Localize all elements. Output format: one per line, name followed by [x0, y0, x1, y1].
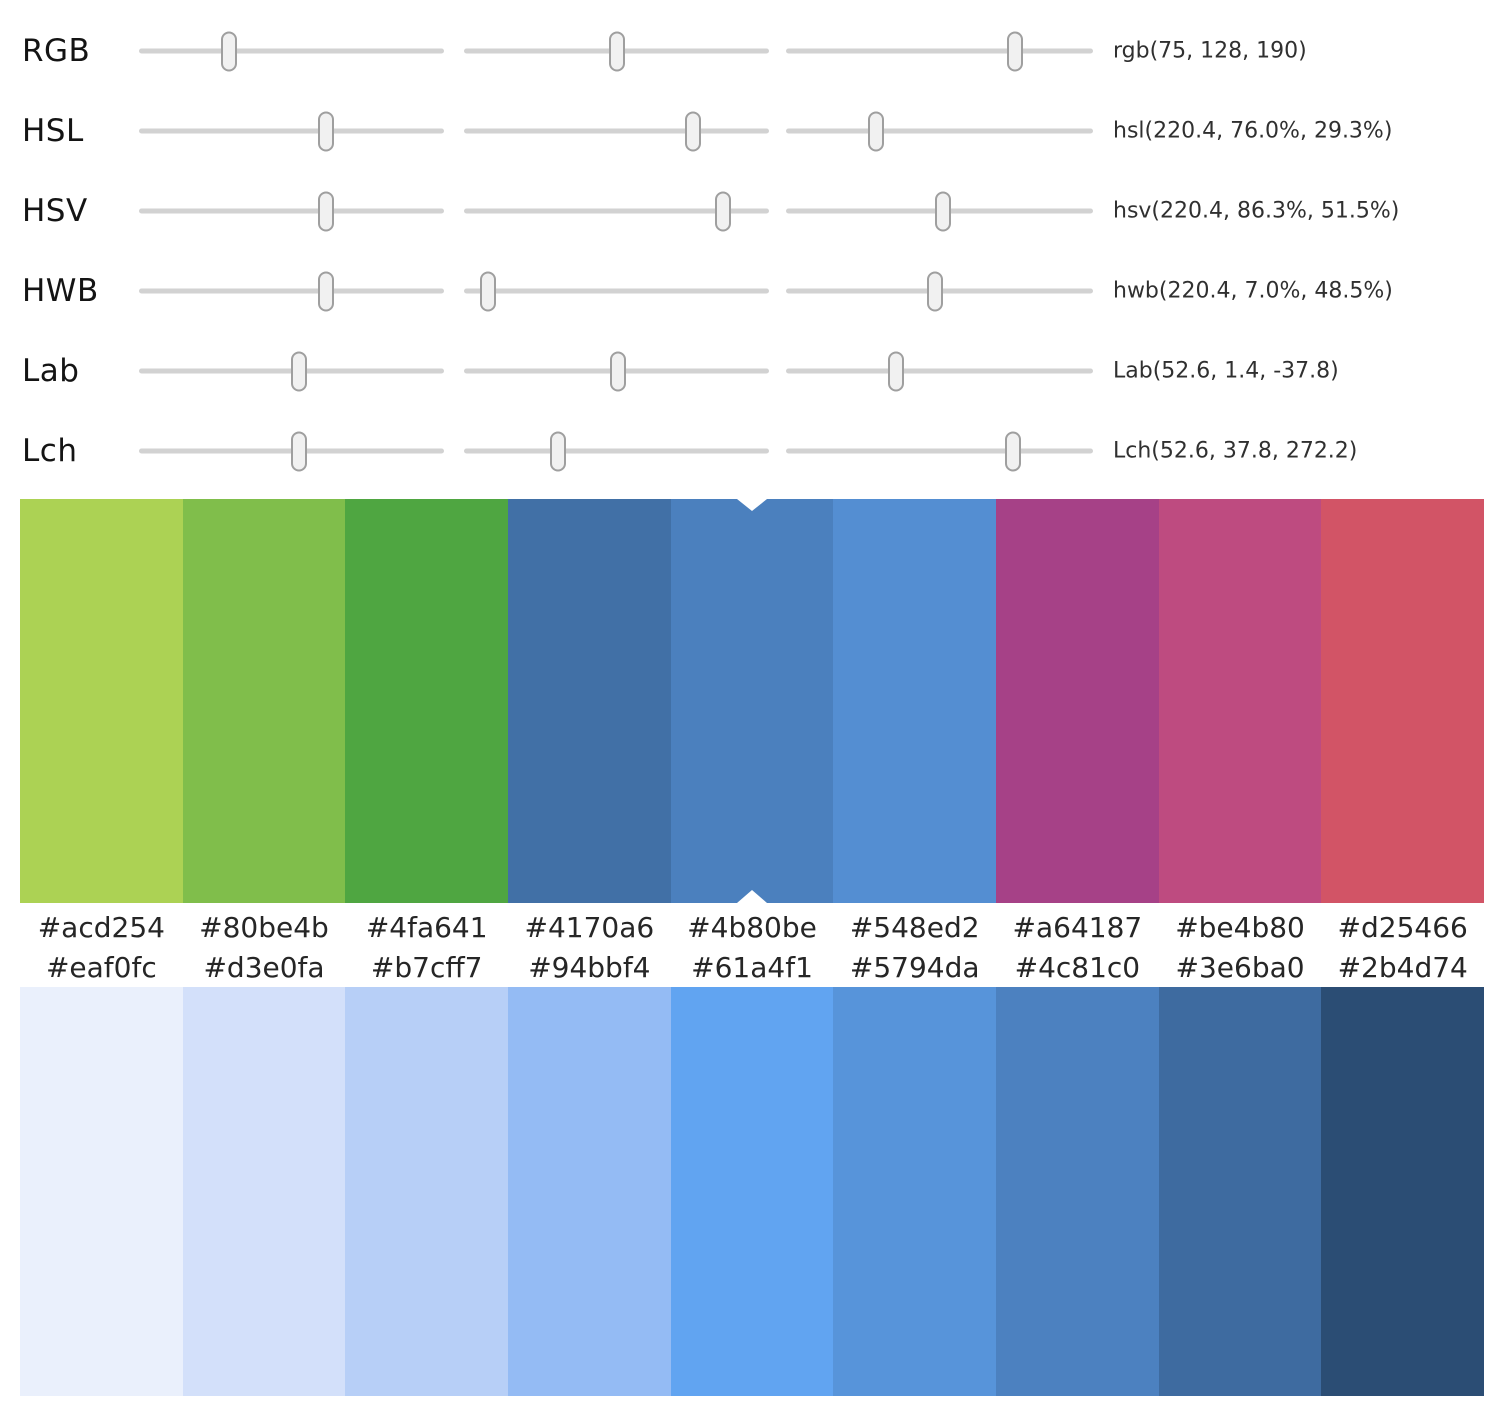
- tint-hex-label-8: #2b4d74: [1337, 951, 1468, 984]
- hwb-row-label: HWB: [22, 273, 99, 309]
- lch-track-1[interactable]: [139, 431, 444, 471]
- shade-swatch-3[interactable]: [508, 499, 671, 903]
- hsl-track-3[interactable]: [786, 111, 1093, 151]
- slider-row-hsv: HSV hsv(220.4, 86.3%, 51.5%): [0, 183, 1501, 239]
- tint-palette: [20, 987, 1485, 1396]
- shade-swatch-8[interactable]: [1321, 499, 1485, 903]
- lch-slider-thumb-3[interactable]: [1005, 431, 1022, 471]
- hsv-track-2[interactable]: [464, 191, 769, 231]
- hwb-track-1[interactable]: [139, 271, 444, 311]
- hwb-value-text: hwb(220.4, 7.0%, 48.5%): [1113, 278, 1393, 304]
- tint-hex-labels: #eaf0fc #d3e0fa #b7cff7 #94bbf4 #61a4f1 #5794…: [20, 948, 1484, 988]
- slider-row-lch: Lch Lch(52.6, 37.8, 272.2): [0, 423, 1501, 479]
- shade-swatch-1[interactable]: [182, 499, 346, 903]
- lch-value-text: Lch(52.6, 37.8, 272.2): [1113, 438, 1358, 464]
- shade-hex-label-2: #4fa641: [365, 911, 488, 944]
- hsv-track-3[interactable]: [786, 191, 1093, 231]
- hwb-track-2[interactable]: [464, 271, 769, 311]
- tint-hex-label-3: #94bbf4: [528, 951, 651, 984]
- shade-hex-label-8: #d25466: [1337, 911, 1468, 944]
- tint-hex-label-1: #d3e0fa: [203, 951, 325, 984]
- lch-row-label: Lch: [22, 433, 78, 469]
- shade-hex-label-7: #be4b80: [1175, 911, 1305, 944]
- lab-track-1[interactable]: [139, 351, 444, 391]
- shade-swatch-7[interactable]: [1158, 499, 1322, 903]
- hsl-track-1[interactable]: [139, 111, 444, 151]
- tint-swatch-5[interactable]: [833, 987, 997, 1396]
- lab-slider-thumb-1[interactable]: [291, 351, 308, 391]
- hsl-slider-thumb-2[interactable]: [684, 111, 701, 151]
- shade-swatch-6[interactable]: [996, 499, 1159, 903]
- tint-swatch-6[interactable]: [996, 987, 1159, 1396]
- shade-swatch-4[interactable]: [670, 499, 834, 903]
- hsv-slider-thumb-1[interactable]: [317, 191, 334, 231]
- rgb-slider-thumb-3[interactable]: [1006, 31, 1023, 71]
- lch-track-3[interactable]: [786, 431, 1093, 471]
- rgb-slider-thumb-1[interactable]: [220, 31, 237, 71]
- hwb-track-3[interactable]: [786, 271, 1093, 311]
- lch-slider-thumb-1[interactable]: [291, 431, 308, 471]
- hsv-slider-thumb-3[interactable]: [934, 191, 951, 231]
- tint-swatch-8[interactable]: [1321, 987, 1485, 1396]
- lab-track-3[interactable]: [786, 351, 1093, 391]
- lab-value-text: Lab(52.6, 1.4, -37.8): [1113, 358, 1339, 384]
- tint-swatch-7[interactable]: [1158, 987, 1322, 1396]
- shade-hex-labels: #acd254 #80be4b #4fa641 #4170a6 #4b80be #548e…: [20, 908, 1484, 948]
- lab-track-2[interactable]: [464, 351, 769, 391]
- tint-swatch-2[interactable]: [345, 987, 509, 1396]
- shade-swatch-0[interactable]: [20, 499, 183, 903]
- rgb-slider-thumb-2[interactable]: [609, 31, 626, 71]
- lab-row-label: Lab: [22, 353, 80, 389]
- selected-swatch-notch-top: [737, 499, 768, 511]
- hsv-value-text: hsv(220.4, 86.3%, 51.5%): [1113, 198, 1400, 224]
- tint-hex-label-0: #eaf0fc: [45, 951, 157, 984]
- rgb-track-2[interactable]: [464, 31, 769, 71]
- shade-hex-label-1: #80be4b: [199, 911, 329, 944]
- shade-palette: [20, 499, 1485, 903]
- hsl-track-2[interactable]: [464, 111, 769, 151]
- tint-swatch-3[interactable]: [508, 987, 671, 1396]
- slider-row-hwb: HWB hwb(220.4, 7.0%, 48.5%): [0, 263, 1501, 319]
- tint-hex-label-6: #4c81c0: [1014, 951, 1141, 984]
- lab-slider-thumb-2[interactable]: [610, 351, 627, 391]
- tint-swatch-1[interactable]: [182, 987, 346, 1396]
- hsl-row-label: HSL: [22, 113, 84, 149]
- hwb-slider-thumb-3[interactable]: [926, 271, 943, 311]
- tint-hex-label-4: #61a4f1: [691, 951, 813, 984]
- hwb-slider-thumb-2[interactable]: [480, 271, 497, 311]
- rgb-track-1[interactable]: [139, 31, 444, 71]
- tint-swatch-0[interactable]: [20, 987, 183, 1396]
- tint-hex-label-5: #5794da: [849, 951, 980, 984]
- slider-row-lab: Lab Lab(52.6, 1.4, -37.8): [0, 343, 1501, 399]
- lch-track-2[interactable]: [464, 431, 769, 471]
- shade-hex-label-5: #548ed2: [849, 911, 980, 944]
- hsv-slider-thumb-2[interactable]: [715, 191, 732, 231]
- shade-hex-label-6: #a64187: [1012, 911, 1143, 944]
- shade-swatch-2[interactable]: [345, 499, 509, 903]
- slider-row-hsl: HSL hsl(220.4, 76.0%, 29.3%): [0, 103, 1501, 159]
- hsv-row-label: HSV: [22, 193, 88, 229]
- hsl-slider-thumb-1[interactable]: [317, 111, 334, 151]
- shade-swatch-5[interactable]: [833, 499, 997, 903]
- rgb-track-3[interactable]: [786, 31, 1093, 71]
- hsl-value-text: hsl(220.4, 76.0%, 29.3%): [1113, 118, 1393, 144]
- rgb-value-text: rgb(75, 128, 190): [1113, 38, 1307, 64]
- tint-hex-label-2: #b7cff7: [370, 951, 483, 984]
- rgb-row-label: RGB: [22, 33, 91, 69]
- tint-hex-label-7: #3e6ba0: [1175, 951, 1305, 984]
- selected-swatch-notch-bottom: [737, 890, 768, 903]
- slider-row-rgb: RGB rgb(75, 128, 190): [0, 23, 1501, 79]
- lab-slider-thumb-3[interactable]: [887, 351, 904, 391]
- shade-hex-label-3: #4170a6: [524, 911, 655, 944]
- shade-hex-label-0: #acd254: [37, 911, 165, 944]
- tint-swatch-4[interactable]: [670, 987, 834, 1396]
- hsl-slider-thumb-3[interactable]: [867, 111, 884, 151]
- lch-slider-thumb-2[interactable]: [550, 431, 567, 471]
- hwb-slider-thumb-1[interactable]: [317, 271, 334, 311]
- hsv-track-1[interactable]: [139, 191, 444, 231]
- shade-hex-label-4: #4b80be: [687, 911, 817, 944]
